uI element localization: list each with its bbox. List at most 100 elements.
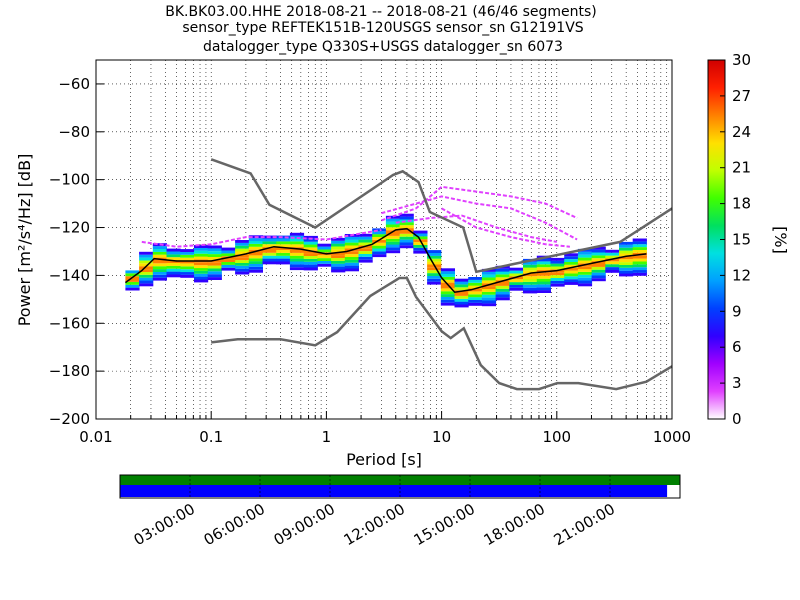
timeline-label: 18:00:00 <box>481 500 548 549</box>
colorbar-tick-label: 18 <box>732 195 751 213</box>
histogram-cell <box>344 251 359 255</box>
histogram-cell <box>303 264 318 268</box>
histogram-cell <box>139 260 154 264</box>
histogram-cell <box>509 273 524 277</box>
histogram-cell <box>495 274 510 278</box>
histogram-cell <box>303 238 318 242</box>
histogram-cell <box>317 258 332 261</box>
y-axis-label: Power [m²/s⁴/Hz] [dB] <box>15 154 34 327</box>
histogram-cell <box>619 247 634 251</box>
histogram-cell <box>180 260 195 264</box>
histogram-cell <box>440 274 455 277</box>
y-tick-label: −200 <box>49 410 90 428</box>
histogram-cell <box>550 283 565 287</box>
histogram-cell <box>221 250 236 254</box>
histogram-cell <box>454 295 469 299</box>
timeline-label: 21:00:00 <box>551 500 618 549</box>
histogram-cell <box>536 278 551 282</box>
histogram-cell <box>276 244 291 248</box>
histogram-cell <box>385 250 401 254</box>
histogram-cell <box>289 255 305 259</box>
histogram-cell <box>632 264 647 268</box>
histogram-cell <box>166 257 181 261</box>
histogram-cell <box>509 279 524 283</box>
histogram-cell <box>317 255 332 259</box>
histogram-cell <box>152 249 167 252</box>
histogram-cell <box>331 263 346 267</box>
histogram-cell <box>591 278 606 282</box>
histogram-cell <box>289 252 305 256</box>
histogram-cell <box>207 262 222 266</box>
histogram-cell <box>276 252 291 256</box>
histogram-cell <box>207 248 222 252</box>
histogram-cell <box>248 258 263 262</box>
histogram-cell <box>317 260 332 264</box>
colorbar-tick-label: 3 <box>732 374 742 392</box>
histogram-cell <box>591 246 606 250</box>
histogram-cell <box>207 271 222 275</box>
histogram-cell <box>331 252 346 256</box>
histogram-cell <box>577 277 593 281</box>
histogram-cell <box>619 264 634 268</box>
histogram-cell <box>632 247 647 250</box>
histogram-cell <box>331 237 346 241</box>
histogram-cell <box>152 246 167 249</box>
histogram-cell <box>344 262 359 266</box>
histogram-cell <box>577 274 593 278</box>
histogram-cell <box>139 263 154 267</box>
timeline-used-bar <box>120 485 668 497</box>
histogram-cell <box>194 276 209 280</box>
histogram-cell <box>536 261 551 265</box>
histogram-cell <box>180 249 195 252</box>
histogram-cell <box>194 256 209 260</box>
y-tick-label: −80 <box>58 123 90 141</box>
histogram-cell <box>248 246 263 250</box>
histogram-cell <box>399 222 414 226</box>
histogram-cell <box>577 266 593 270</box>
histogram-cell <box>495 294 510 298</box>
histogram-cell <box>194 245 209 248</box>
histogram-cell <box>468 291 483 295</box>
x-tick-label: 1000 <box>653 428 691 446</box>
timeline-label: 06:00:00 <box>201 500 268 549</box>
colorbar-tick-label: 6 <box>732 338 742 356</box>
histogram-cell <box>248 252 263 256</box>
histogram-cell <box>276 241 291 245</box>
y-tick-label: −120 <box>49 219 90 237</box>
histogram-cell <box>385 247 401 251</box>
outlier-track <box>381 185 578 222</box>
histogram-cell <box>344 268 359 272</box>
histogram-cell <box>358 251 373 254</box>
histogram-cell <box>385 233 401 236</box>
histogram-cell <box>413 250 428 254</box>
histogram-cell <box>591 255 606 259</box>
histogram-cell <box>180 269 195 273</box>
histogram-cell <box>413 247 428 251</box>
timeline-label: 15:00:00 <box>411 500 478 549</box>
histogram-cell <box>262 238 277 242</box>
histogram-cell <box>331 240 346 244</box>
histogram-cell <box>509 287 524 291</box>
noise-model-nlnm <box>211 276 673 391</box>
outlier-track <box>441 207 570 248</box>
histogram-cell <box>413 242 428 245</box>
x-tick-label: 1 <box>322 428 332 446</box>
histogram-cell <box>509 282 524 285</box>
histogram-cell <box>207 254 222 257</box>
outlier-tracks <box>141 185 578 248</box>
histogram-cell <box>331 266 346 270</box>
histogram-cell <box>262 252 277 256</box>
histogram-cell <box>454 284 469 288</box>
histogram-cell <box>591 266 606 270</box>
histogram-cell <box>536 264 551 268</box>
histogram-cell <box>372 228 387 232</box>
histogram-cell <box>385 227 401 231</box>
histogram-cell <box>194 250 209 254</box>
histogram-cell <box>262 244 277 248</box>
histogram-cell <box>289 238 305 242</box>
histogram-cell <box>385 224 401 228</box>
histogram-cell <box>372 254 387 258</box>
histogram-cell <box>564 279 579 283</box>
histogram-cell <box>207 245 222 249</box>
histogram-cell <box>303 261 318 265</box>
